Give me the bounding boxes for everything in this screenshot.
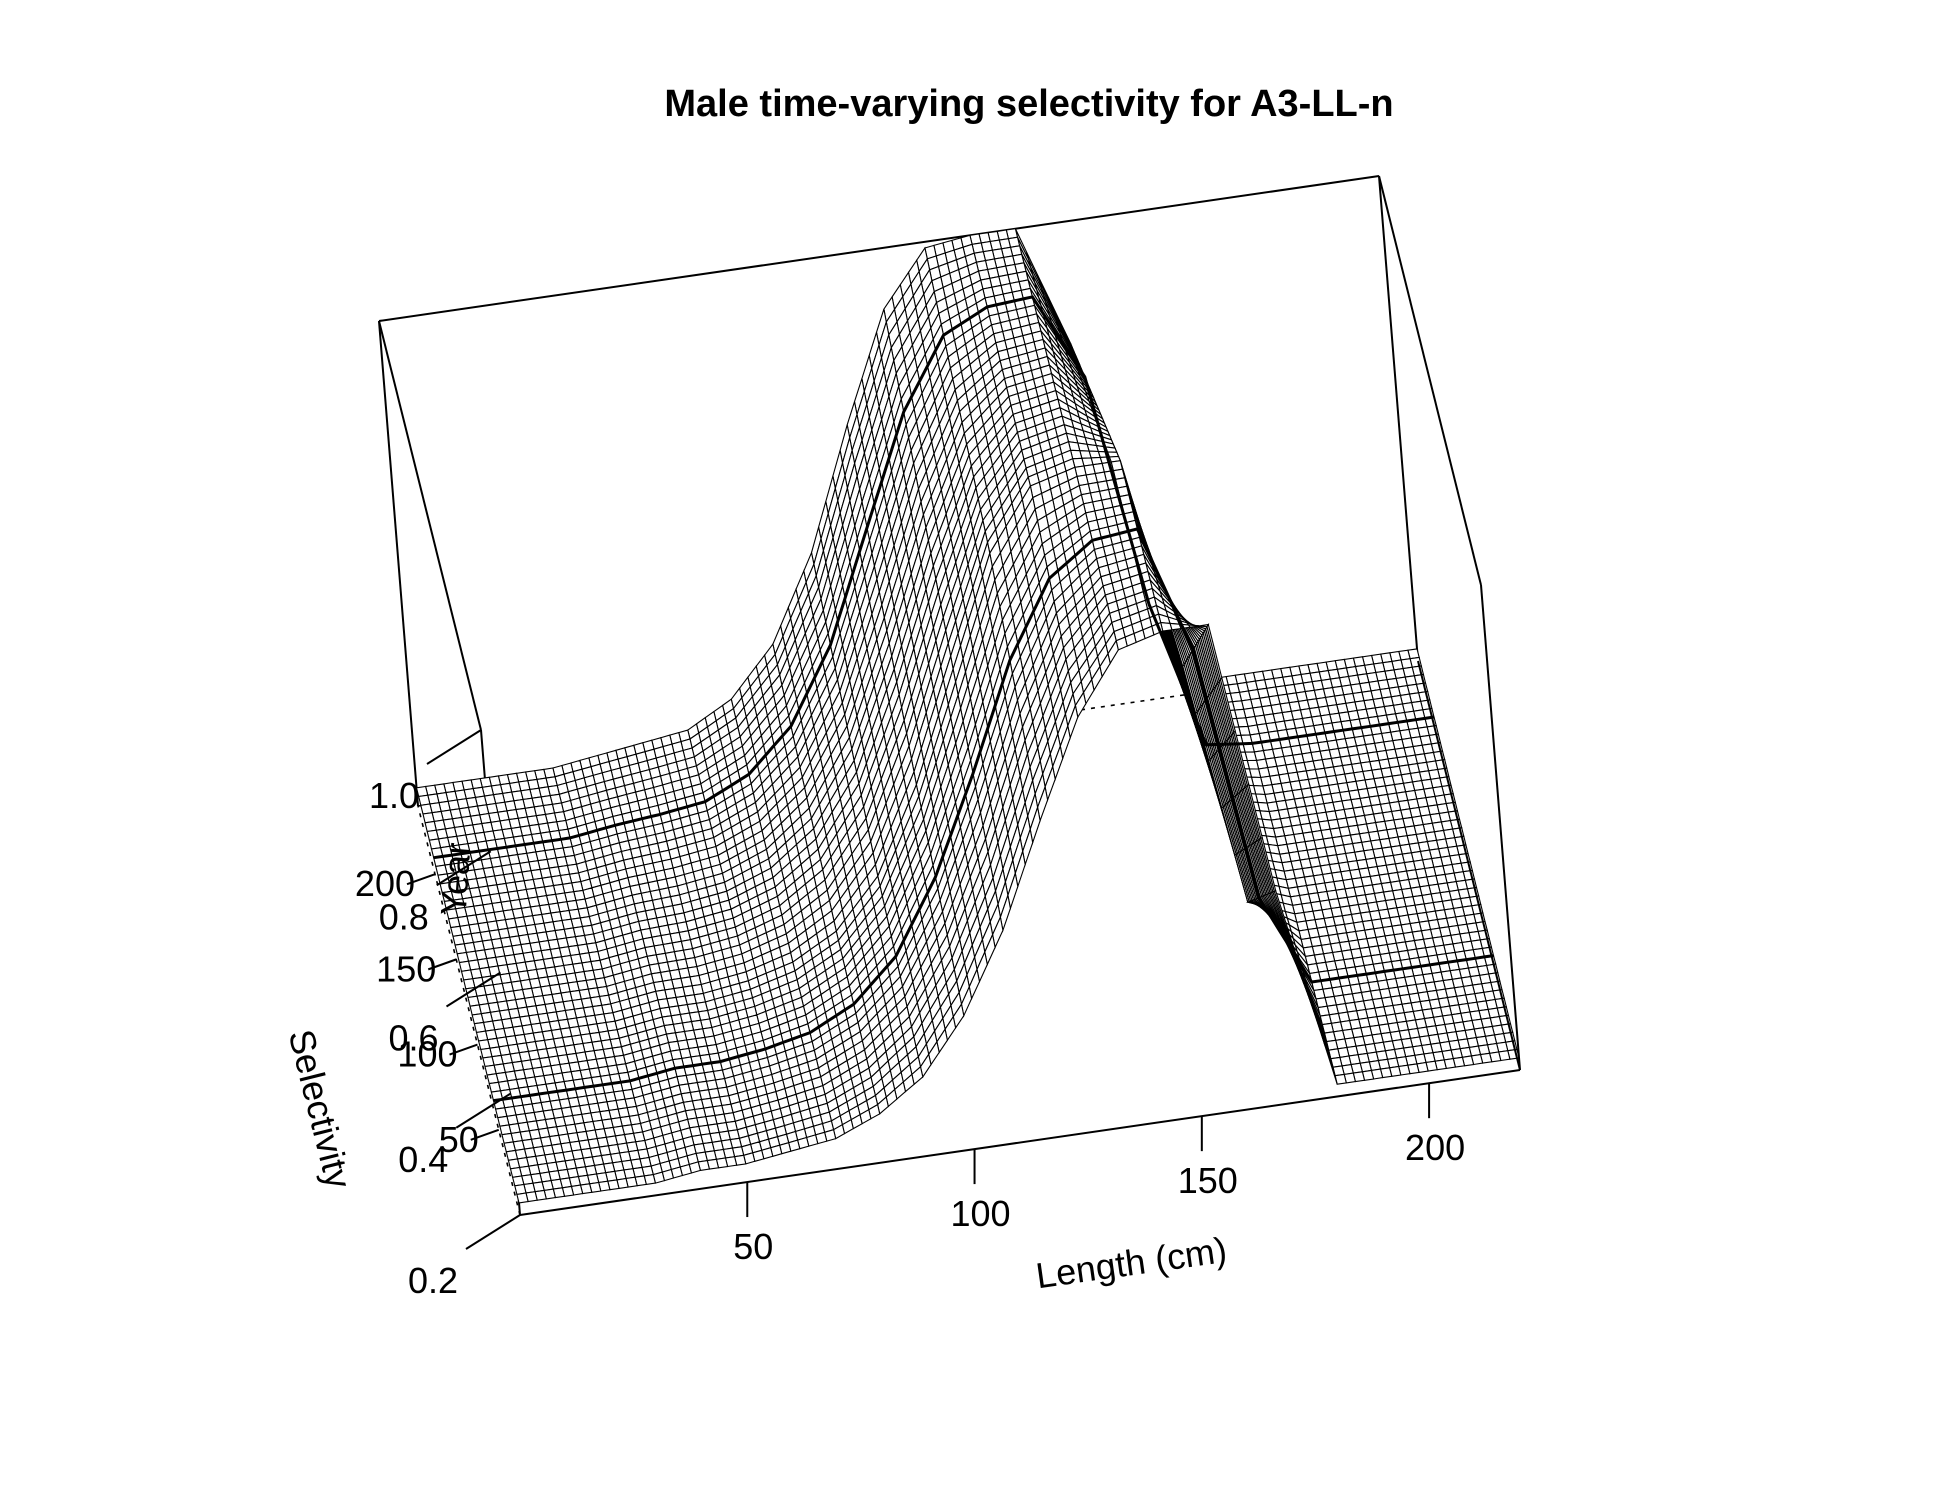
chart-title: Male time-varying selectivity for A3-LL-… (664, 83, 1393, 125)
box-edge-back-right-vertical (1378, 175, 1419, 662)
box-edge-back-top (378, 175, 1380, 322)
box-edge-back-left-vertical (378, 320, 419, 807)
selectivity-surface (415, 228, 1520, 1204)
box-edge-left-top (378, 320, 482, 731)
